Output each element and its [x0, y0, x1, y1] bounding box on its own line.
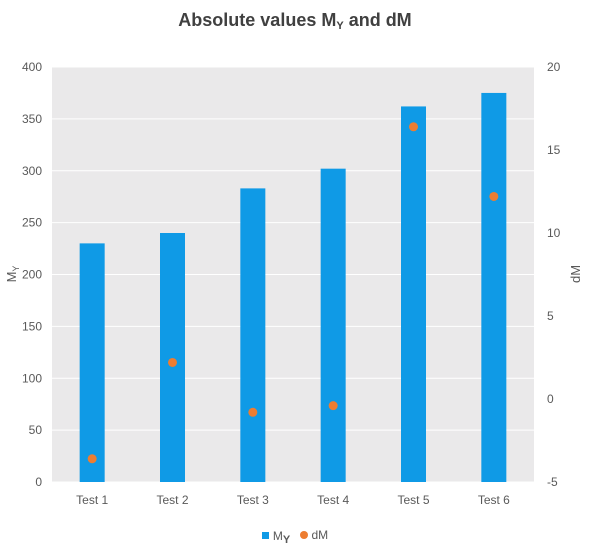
y-tick-label: 50 [29, 423, 43, 437]
y-tick-label: 200 [22, 268, 42, 282]
data-point [168, 357, 177, 367]
legend-item-my: MY [261, 528, 291, 546]
y-tick-label: 400 [22, 60, 42, 74]
legend-dot-swatch [299, 531, 308, 539]
bar [401, 106, 426, 483]
bar [481, 92, 507, 482]
y2-tick-label: -5 [547, 475, 558, 489]
bar [240, 188, 266, 482]
legend-bar-swatch [261, 532, 269, 539]
y-tick-label: 0 [35, 475, 42, 489]
x-tick-label: Test 5 [397, 493, 429, 507]
y2-tick-label: 20 [547, 60, 561, 74]
x-tick-label: Test 6 [478, 493, 510, 507]
y-tick-label: 250 [22, 216, 42, 230]
y-tick-label: 100 [22, 371, 42, 385]
bar [320, 168, 346, 483]
chart-title: Absolute values MY and dM [178, 10, 412, 32]
bar [79, 243, 105, 482]
y-tick-label: 300 [22, 164, 42, 178]
data-point [87, 454, 97, 464]
y-tick-label: 350 [22, 112, 42, 126]
x-tick-label: Test 3 [237, 493, 269, 507]
bar [160, 233, 185, 482]
data-point [489, 191, 499, 201]
x-tick-label: Test 2 [156, 493, 188, 507]
data-point [328, 401, 338, 411]
legend-label-my: MY [272, 528, 291, 546]
legend: MY dM [0, 528, 590, 546]
y-tick-label: 150 [22, 319, 42, 333]
y2-tick-label: 10 [547, 226, 561, 240]
y2-tick-label: 15 [547, 143, 561, 157]
x-tick-label: Test 4 [317, 493, 349, 507]
y2-axis-title: dM [568, 265, 583, 283]
data-point [409, 122, 418, 132]
legend-label-dm: dM [311, 528, 329, 542]
y-axis-title: MY [4, 266, 21, 283]
data-point [248, 407, 258, 417]
y2-tick-label: 5 [547, 309, 554, 323]
x-tick-label: Test 1 [76, 493, 108, 507]
y2-tick-label: 0 [547, 392, 554, 406]
legend-item-dm: dM [299, 528, 329, 542]
